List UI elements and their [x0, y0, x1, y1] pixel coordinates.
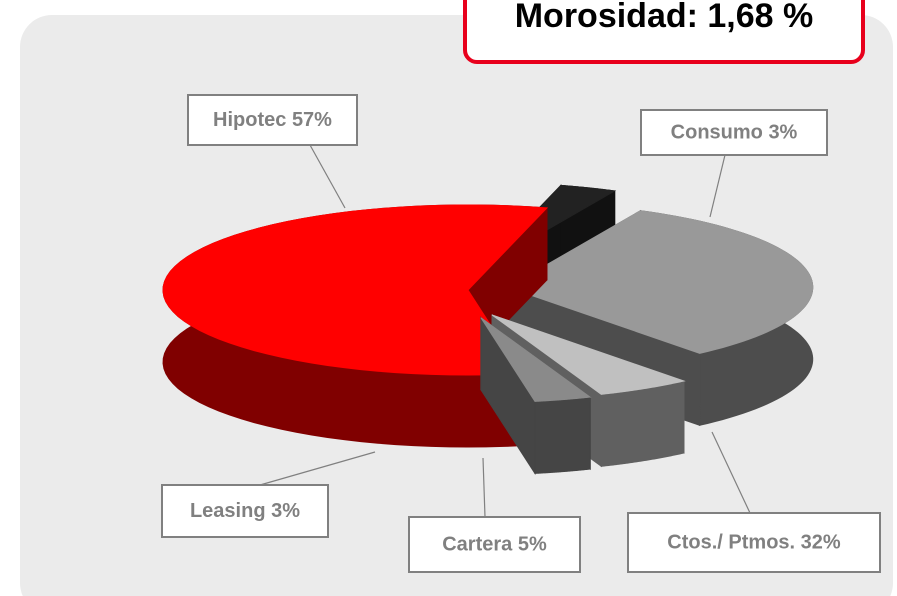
value-label: 5%	[518, 534, 547, 556]
slice	[491, 314, 686, 395]
leader-line	[482, 457, 486, 518]
slice-label: Ctos./ Ptmos. 32%	[667, 532, 841, 554]
label-box	[408, 516, 581, 573]
annotation: Morosidad: 1,68 %	[515, 0, 814, 35]
labels: Consumo 3% Ctos./ Ptmos. 32% Cartera 5% Lea…	[161, 94, 881, 573]
category-label: Ctos./ Ptmos.	[667, 532, 795, 554]
pie	[162, 184, 814, 476]
leader-line	[711, 431, 751, 514]
category-label: Hipotec	[213, 109, 286, 131]
label-box	[187, 94, 358, 146]
value-label: 3%	[271, 500, 300, 522]
value-label: 3%	[768, 122, 797, 144]
category-label: Cartera	[442, 534, 513, 556]
value-label: 57%	[292, 109, 332, 131]
slice-label: Consumo 3%	[671, 122, 798, 144]
leader-line	[309, 144, 346, 209]
slice-label: Hipotec 57%	[213, 109, 332, 131]
annotation-box	[463, 0, 865, 64]
category-label: Consumo	[671, 122, 763, 144]
slice	[506, 210, 814, 354]
slice-wall	[534, 396, 591, 474]
slice	[162, 204, 549, 376]
label-box	[640, 109, 828, 156]
slice-label: Cartera 5%	[442, 534, 547, 556]
leader-line	[259, 451, 376, 486]
slice-label: Leasing 3%	[190, 500, 300, 522]
slice-wall	[600, 380, 685, 467]
value-label: 32%	[801, 532, 841, 554]
label-box	[627, 512, 881, 573]
slice	[480, 317, 592, 402]
category-label: Leasing	[190, 500, 266, 522]
leader-line	[709, 154, 726, 218]
label-box	[161, 484, 329, 538]
